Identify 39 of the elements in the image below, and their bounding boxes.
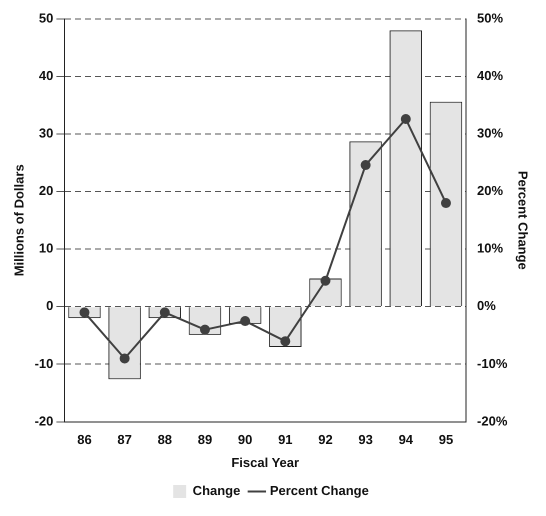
y-tick-label: 40 (38, 68, 54, 83)
point (120, 353, 130, 364)
x-tick-label: 92 (318, 432, 333, 448)
y2-tick-label: 20% (477, 183, 504, 198)
y2-tick-label: 0% (477, 298, 496, 314)
x-tick-label: 95 (438, 432, 454, 448)
y-tick-label: 10 (38, 240, 54, 256)
point (360, 160, 371, 170)
y-tick-label: 30 (38, 126, 54, 141)
point (240, 316, 250, 326)
x-tick-label: 88 (158, 432, 172, 448)
x-axis-title: Fiscal Year (231, 454, 300, 470)
x-tick-label: 94 (398, 432, 414, 448)
x-tick-label: 90 (238, 432, 252, 448)
y2-tick-label: 10% (477, 240, 504, 256)
point (200, 324, 210, 335)
legend-label: Change (192, 483, 240, 498)
y2-tick-label: 50% (477, 10, 504, 26)
y-tick-label: 0 (46, 298, 54, 314)
point (400, 114, 411, 124)
point (320, 276, 330, 286)
y2-axis-title: Percent Change (516, 170, 531, 270)
point (280, 336, 290, 346)
x-tick-label: 93 (358, 432, 373, 448)
y-tick-label: -10 (34, 356, 54, 371)
y-tick-label: 50 (38, 10, 54, 26)
x-tick-label: 89 (198, 432, 212, 448)
x-tick-label: 87 (117, 432, 132, 448)
y2-tick-label: 40% (477, 68, 504, 83)
y2-tick-label: -20% (477, 413, 508, 428)
y2-tick-label: 30% (477, 126, 504, 141)
y-tick-label: -20 (34, 413, 54, 428)
x-tick-label: 86 (77, 432, 92, 448)
y2-tick-label: -10% (477, 356, 508, 371)
y-axis-title: Millions of Dollars (11, 164, 26, 276)
point (440, 198, 451, 208)
y-tick-label: 20 (38, 183, 54, 198)
legend-label: Percent Change (270, 483, 369, 498)
x-tick-label: 91 (278, 432, 293, 448)
